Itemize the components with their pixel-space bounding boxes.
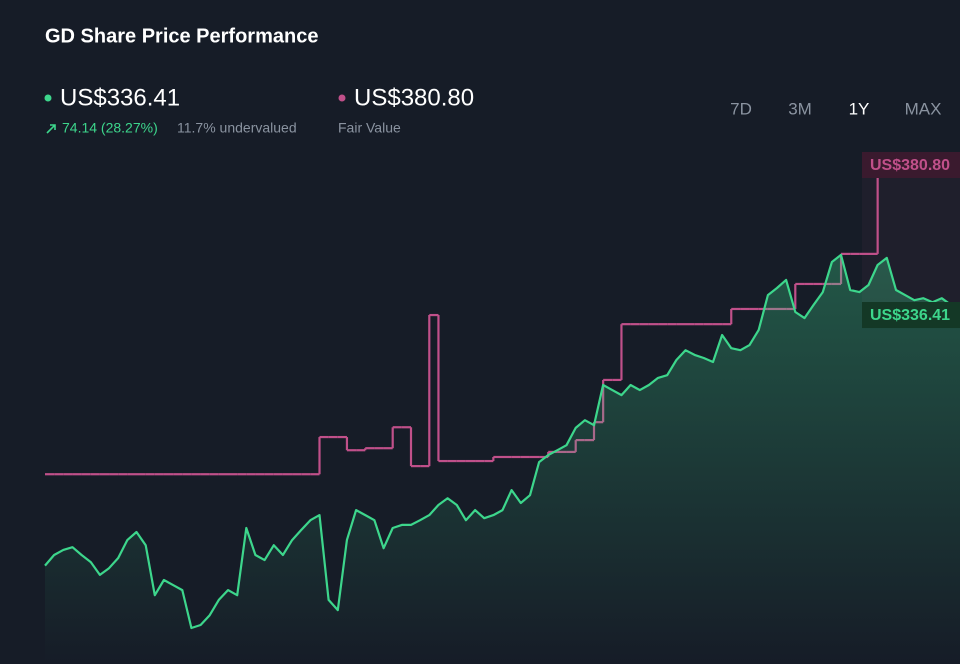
- price-dot: [44, 94, 52, 102]
- end-label-box: [862, 302, 960, 329]
- end-label: US$380.80: [870, 157, 950, 174]
- price-value: US$336.41: [60, 84, 180, 111]
- price-area: [45, 254, 960, 664]
- fair-value-dot: [338, 94, 346, 102]
- range-buttons: 7D 3M 1Y MAX: [730, 99, 941, 118]
- fair-value: US$380.80: [354, 84, 474, 111]
- end-label-box: [862, 152, 960, 178]
- range-button[interactable]: 7D: [730, 99, 752, 118]
- range-button[interactable]: 1Y: [849, 99, 870, 118]
- plot: US$380.80 US$336.41: [44, 152, 960, 664]
- undervalued: 11.7% undervalued: [177, 120, 297, 136]
- fair-value-label: Fair Value: [338, 120, 401, 136]
- price-line: [44, 253, 960, 630]
- end-label: US$336.41: [870, 307, 950, 324]
- range-button[interactable]: MAX: [905, 99, 942, 118]
- up-arrow: [46, 124, 56, 134]
- title: GD Share Price Performance: [45, 25, 318, 47]
- price-change: 74.14 (28.27%): [62, 120, 158, 136]
- range-button[interactable]: 3M: [788, 99, 812, 118]
